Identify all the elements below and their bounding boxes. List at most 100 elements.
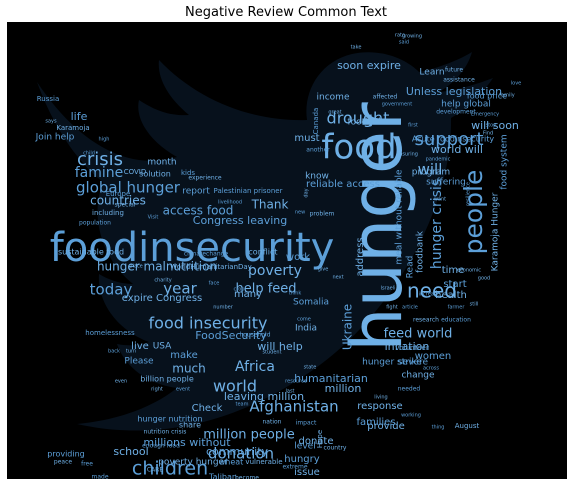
cloud-word: much <box>172 362 206 376</box>
cloud-word: Somalia <box>293 298 329 308</box>
cloud-word: time <box>442 265 465 276</box>
cloud-word: volunteer <box>395 344 429 352</box>
cloud-word: article <box>402 305 418 311</box>
cloud-word: assistance <box>443 77 475 84</box>
cloud-word: many <box>234 289 262 300</box>
cloud-word: food Join <box>347 118 386 128</box>
cloud-word: Palestinian prisoner <box>214 187 283 195</box>
cloud-word: drought <box>327 109 390 128</box>
cloud-word: change <box>401 371 435 381</box>
cloud-word: first <box>408 123 418 129</box>
cloud-word: know <box>305 172 329 182</box>
cloud-word: fight <box>386 305 397 311</box>
cloud-word: hunger <box>336 102 418 352</box>
cloud-word: Africa <box>235 359 275 375</box>
cloud-word: said <box>399 40 409 46</box>
cloud-word: will help <box>257 340 302 353</box>
cloud-word: solution <box>139 170 171 179</box>
cloud-word: including <box>92 209 124 217</box>
cloud-word: nation <box>263 419 282 426</box>
cloud-word: working <box>401 413 421 419</box>
cloud-word: livelihood <box>218 200 242 206</box>
cloud-word: economic <box>457 268 481 274</box>
cloud-word: research <box>413 317 439 324</box>
cloud-word: take <box>351 45 362 51</box>
cloud-word: growing <box>402 34 422 40</box>
cloud-word: country <box>324 445 347 452</box>
cloud-word: today <box>90 281 133 299</box>
cloud-word: hunger crisis <box>429 179 445 269</box>
cloud-word: Find <box>483 131 493 137</box>
cloud-word: COVID <box>124 168 147 176</box>
cloud-word: Visit <box>148 215 159 221</box>
cloud-word: will soon <box>471 119 519 132</box>
cloud-word: kids <box>181 169 195 177</box>
cloud-word: extreme <box>282 464 307 471</box>
cloud-word: food system <box>500 134 510 189</box>
cloud-word: problem <box>310 211 335 218</box>
cloud-word: expire Congress <box>122 293 203 304</box>
cloud-word: world <box>213 377 257 396</box>
cloud-word: conflict <box>248 248 277 257</box>
cloud-word: Please <box>124 357 154 367</box>
cloud-word: special <box>115 202 136 209</box>
cloud-word: child <box>83 151 95 157</box>
cloud-word: wheat <box>219 458 244 467</box>
cloud-word: soon expire <box>337 59 401 72</box>
cloud-word: thing <box>432 425 445 431</box>
cloud-word: Congress leaving <box>193 214 287 227</box>
cloud-word: last <box>285 389 294 395</box>
cloud-word: homelessness <box>85 329 135 337</box>
cloud-word: help global <box>441 100 491 110</box>
cloud-word: hungry <box>284 454 319 465</box>
cloud-word: providing <box>47 450 85 459</box>
cloud-word: food price <box>467 92 507 101</box>
cloud-word: food insecurity <box>149 314 268 333</box>
cloud-word: August <box>455 422 480 430</box>
cloud-word: state <box>304 365 317 371</box>
cloud-word: Acute foodinsecurity <box>412 135 495 144</box>
cloud-word: Unless legislation <box>406 85 502 98</box>
cloud-word: rate <box>395 33 405 39</box>
cloud-word: even <box>115 379 127 385</box>
cloud-word: vulnerable <box>245 458 282 466</box>
cloud-word: give <box>318 267 329 273</box>
cloud-word: suffering <box>426 178 466 188</box>
cloud-word: world will <box>431 143 483 156</box>
cloud-word: Ensuring <box>396 152 418 158</box>
cloud-word: household <box>239 332 270 339</box>
cloud-word: Karamoja <box>56 124 89 132</box>
cloud-word: face <box>209 281 220 287</box>
cloud-word: provide <box>367 421 405 432</box>
cloud-word: climatechange <box>184 251 229 258</box>
cloud-word: CARE <box>147 467 163 474</box>
cloud-word: high <box>99 137 110 143</box>
cloud-word: will <box>418 161 443 179</box>
cloud-word: women <box>415 351 452 362</box>
cloud-word: experience <box>188 175 222 182</box>
cloud-word: Israeli <box>380 286 395 292</box>
cloud-word: living <box>374 395 387 401</box>
cloud-word: food <box>321 128 396 168</box>
cloud-word: come <box>297 317 311 323</box>
cloud-word: increase <box>418 292 439 298</box>
cloud-word: donate <box>298 436 333 447</box>
cloud-word: program <box>412 168 450 178</box>
cloud-word: says <box>45 119 57 125</box>
cloud-word: children <box>132 458 208 480</box>
cloud-word: report <box>182 187 210 197</box>
cloud-word: poverty hunger <box>158 458 228 468</box>
cloud-word: love <box>511 81 521 87</box>
cloud-word: impact <box>296 420 317 427</box>
cloud-word: new <box>295 210 305 216</box>
cloud-word: event <box>176 387 190 393</box>
cloud-word: USA <box>153 342 172 352</box>
cloud-word: become <box>235 475 259 480</box>
cloud-word: meal without reliable <box>395 169 405 265</box>
cloud-word: reliable access <box>306 179 380 190</box>
cloud-word: level <box>294 442 315 452</box>
cloud-word: leaving million <box>224 390 304 403</box>
cloud-word: humanitarian <box>294 372 368 385</box>
cloud-word: next <box>332 275 343 281</box>
